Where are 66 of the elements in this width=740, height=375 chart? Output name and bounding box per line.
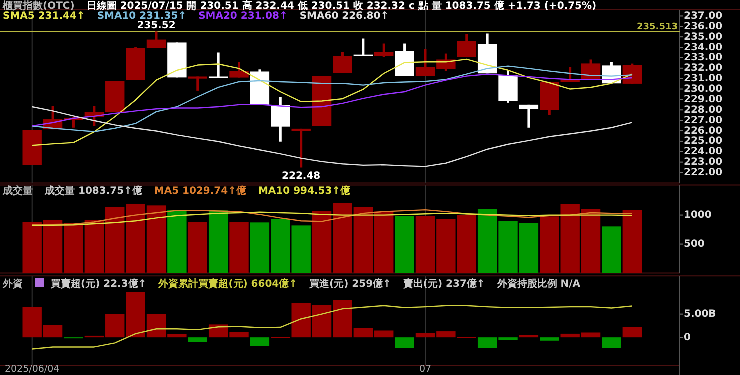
- candlestick: [457, 33, 476, 58]
- bar: [519, 335, 539, 338]
- candlestick: [292, 128, 311, 170]
- y-tick-label: 225.00: [684, 136, 723, 148]
- text: 外資累計買賣超(元) 6604億↑: [158, 278, 298, 290]
- candlestick: [333, 50, 352, 74]
- annotation: 買賣超(元) 22.3億↑: [50, 278, 147, 290]
- y-tick-label: 226.00: [684, 126, 723, 137]
- annotation: 外資持股比例 N/A: [496, 278, 581, 290]
- y-tick-label: 227.00: [684, 115, 723, 126]
- annotation: 235.52: [137, 20, 176, 32]
- x-tick-label: 07: [419, 364, 432, 375]
- y-tick-label: 237.00: [684, 10, 723, 22]
- series-label: MA5 1029.74↑億: [154, 185, 248, 197]
- bar: [395, 216, 414, 274]
- text: SMA10 231.35↑: [97, 11, 187, 22]
- bar: [250, 338, 270, 346]
- y-tick-label: 500: [684, 239, 705, 250]
- bar: [622, 327, 642, 338]
- text: SMA5 231.44↑: [3, 11, 86, 22]
- chart-title: 成交量: [2, 185, 33, 197]
- candlestick: [188, 76, 208, 92]
- annotation: 222.48: [282, 170, 321, 182]
- y-tick-label: 233.00: [684, 52, 723, 64]
- candlestick: [354, 38, 374, 58]
- y-tick-label: 235.00: [684, 32, 723, 43]
- bar: [230, 222, 249, 274]
- candlestick: [519, 104, 539, 130]
- y-tick-label: 232.00: [684, 63, 723, 74]
- y-tick-label: 223.00: [684, 157, 723, 168]
- bar: [622, 210, 642, 274]
- bar: [395, 338, 414, 348]
- y-tick-label: 222.00: [684, 168, 723, 178]
- bar: [602, 338, 622, 348]
- candlestick: [146, 30, 166, 50]
- chart-subtitle: 日線圖 2025/07/15 開 230.51 高 232.44 低 230.51 收 232.32 c 點 量 1083.75 億 +1.73 (+0.75%): [86, 0, 597, 12]
- bar: [188, 222, 208, 274]
- y-tick-label: 229.00: [684, 94, 723, 106]
- chart-title: 櫃買指數(OTC): [2, 0, 75, 12]
- y-tick-label: 236.00: [684, 21, 723, 32]
- y-tick-label: 231.00: [684, 74, 723, 85]
- annotation: 賣出(元) 237億↑: [402, 278, 486, 290]
- text: SMA20 231.08↑: [198, 11, 288, 22]
- bar: [188, 338, 208, 342]
- y-tick-label: 234.00: [684, 42, 723, 54]
- annotation: 買進(元) 259億↑: [308, 278, 392, 290]
- y-tick-label: 224.00: [684, 146, 723, 158]
- chart-title: 外資: [2, 278, 23, 290]
- y-tick-label: 5.00B: [684, 309, 716, 320]
- bar: [168, 210, 187, 274]
- bar: [540, 338, 560, 341]
- y-tick-label: 0: [684, 332, 691, 344]
- candlestick: [271, 96, 290, 144]
- y-tick-label: 1000: [684, 210, 712, 222]
- annotation: 成交量 1083.75↑億: [44, 185, 144, 197]
- bar: [208, 210, 228, 274]
- y-tick-label: 230.00: [684, 84, 723, 96]
- y-tick-label: 228.00: [684, 104, 723, 116]
- candlestick: [230, 60, 249, 80]
- candlestick: [374, 42, 394, 58]
- x-tick-label: 2025/06/04: [4, 364, 60, 375]
- ref-line-label: 235.513: [637, 22, 678, 33]
- bar: [602, 226, 622, 274]
- series-label: MA10 994.53↑億: [258, 185, 352, 197]
- candlestick: [208, 51, 228, 80]
- text: SMA60 226.80↑: [300, 11, 390, 22]
